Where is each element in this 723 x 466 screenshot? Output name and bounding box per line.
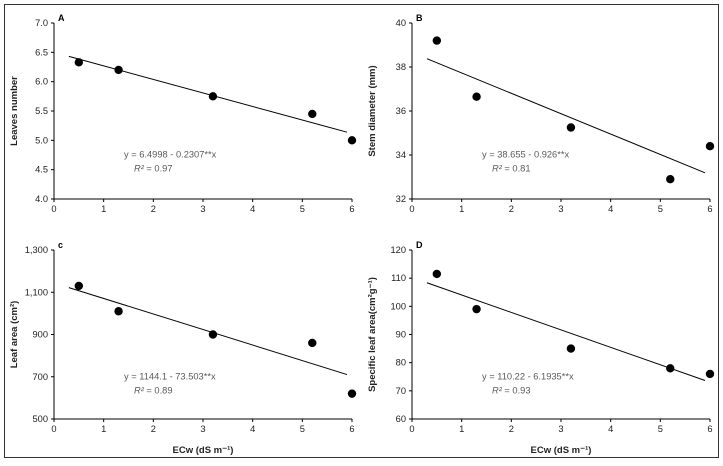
svg-text:1,300: 1,300: [25, 245, 48, 255]
svg-text:B: B: [416, 13, 423, 23]
svg-text:0: 0: [51, 204, 56, 214]
svg-text:0: 0: [409, 424, 414, 434]
svg-text:90: 90: [396, 330, 406, 340]
svg-text:0: 0: [409, 204, 414, 214]
svg-text:2: 2: [509, 424, 514, 434]
svg-text:6: 6: [349, 424, 354, 434]
svg-text:Leaf area (cm²): Leaf area (cm²): [9, 301, 20, 369]
svg-text:100: 100: [390, 301, 406, 311]
svg-text:ECw (dS m⁻¹): ECw (dS m⁻¹): [173, 445, 234, 456]
svg-text:4: 4: [608, 204, 613, 214]
svg-text:2: 2: [509, 204, 514, 214]
svg-text:3: 3: [558, 204, 563, 214]
svg-text:2: 2: [151, 204, 156, 214]
svg-text:6.5: 6.5: [35, 47, 48, 57]
svg-text:34: 34: [396, 150, 406, 160]
svg-text:c: c: [58, 240, 63, 250]
svg-text:4.5: 4.5: [35, 165, 48, 175]
svg-text:6: 6: [707, 204, 712, 214]
svg-text:R² = 0.89: R² = 0.89: [134, 385, 173, 395]
svg-text:1,100: 1,100: [25, 287, 48, 297]
svg-text:5: 5: [300, 424, 305, 434]
svg-text:40: 40: [396, 18, 406, 28]
svg-text:1: 1: [459, 204, 464, 214]
svg-text:6: 6: [349, 204, 354, 214]
svg-text:D: D: [416, 240, 423, 250]
svg-text:5: 5: [300, 204, 305, 214]
svg-text:60: 60: [396, 414, 406, 424]
svg-text:R² = 0.81: R² = 0.81: [492, 164, 531, 174]
svg-text:1: 1: [459, 424, 464, 434]
svg-text:y = 110.22 - 6.1935**x: y = 110.22 - 6.1935**x: [482, 371, 574, 381]
svg-text:7.0: 7.0: [35, 18, 48, 28]
svg-text:38: 38: [396, 62, 406, 72]
svg-text:5.0: 5.0: [35, 135, 48, 145]
svg-text:3: 3: [558, 424, 563, 434]
svg-text:1: 1: [101, 424, 106, 434]
svg-text:5: 5: [658, 424, 663, 434]
svg-text:Stem diameter (mm): Stem diameter (mm): [367, 65, 378, 156]
svg-text:110: 110: [391, 273, 406, 283]
svg-text:Specific leaf area(cm²g⁻¹): Specific leaf area(cm²g⁻¹): [367, 277, 378, 392]
svg-text:Leaves number: Leaves number: [9, 76, 20, 146]
svg-text:80: 80: [396, 358, 406, 368]
svg-text:6.0: 6.0: [35, 77, 48, 87]
svg-text:0: 0: [51, 424, 56, 434]
svg-text:4: 4: [250, 424, 255, 434]
svg-text:500: 500: [32, 414, 48, 424]
svg-text:2: 2: [151, 424, 156, 434]
svg-text:R² = 0.97: R² = 0.97: [134, 164, 173, 174]
svg-text:36: 36: [396, 106, 406, 116]
svg-text:5: 5: [658, 204, 663, 214]
svg-text:900: 900: [32, 330, 48, 340]
svg-text:70: 70: [396, 386, 406, 396]
svg-text:4: 4: [608, 424, 613, 434]
svg-text:1: 1: [101, 204, 106, 214]
svg-text:5.5: 5.5: [35, 106, 48, 116]
svg-text:4.0: 4.0: [35, 194, 48, 204]
svg-text:ECw (dS m⁻¹): ECw (dS m⁻¹): [531, 445, 592, 456]
svg-text:3: 3: [200, 204, 205, 214]
svg-text:R² = 0.93: R² = 0.93: [492, 385, 531, 395]
svg-text:y = 38.655 - 0.926**x: y = 38.655 - 0.926**x: [482, 150, 569, 160]
svg-text:32: 32: [396, 194, 406, 204]
svg-text:4: 4: [250, 204, 255, 214]
svg-text:700: 700: [32, 372, 48, 382]
svg-text:6: 6: [707, 424, 712, 434]
svg-text:y = 6.4998 - 0.2307**x: y = 6.4998 - 0.2307**x: [124, 150, 217, 160]
svg-text:y = 1144.1 - 73.503**x: y = 1144.1 - 73.503**x: [124, 371, 216, 381]
svg-text:120: 120: [390, 245, 406, 255]
svg-text:A: A: [58, 13, 65, 23]
svg-text:3: 3: [200, 424, 205, 434]
